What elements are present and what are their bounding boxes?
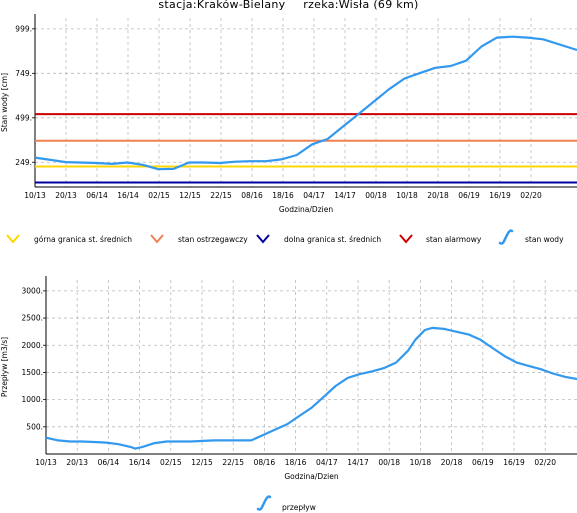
y-tick-label: 3000. (22, 286, 43, 295)
legend-icon (150, 234, 164, 244)
x-tick-label: 06/19 (472, 458, 494, 467)
y-tick-label: 999. (15, 24, 32, 33)
series-line (45, 326, 577, 450)
series-line (34, 35, 577, 171)
legend-icon (256, 495, 272, 511)
x-tick-label: 06/14 (98, 458, 120, 467)
x-tick-label: 10/13 (24, 191, 46, 200)
x-tick-label: 00/18 (378, 458, 400, 467)
water-level-chart: 10/13 20/13 06/14 16/14 02/15 12/15 22/15 08/16… (0, 14, 577, 245)
x-tick-label: 20/18 (427, 191, 449, 200)
x-tick-label: 06/14 (86, 191, 108, 200)
x-tick-label: 02/20 (520, 191, 542, 200)
x-tick-label: 20/18 (441, 458, 463, 467)
y-tick-label: 499. (15, 113, 32, 122)
y-axis-label: Przepływ [m3/s] (0, 337, 9, 397)
flow-chart: 10/13 20/13 06/14 16/14 02/15 12/15 22/15 08/16… (0, 276, 577, 512)
x-tick-label: 08/16 (254, 458, 276, 467)
x-tick-label: 12/15 (191, 458, 213, 467)
x-tick-label: 10/18 (396, 191, 418, 200)
station-name: stacja:Kraków-Bielany (158, 0, 286, 11)
y-tick-label: 749. (15, 69, 32, 78)
x-tick-label: 12/15 (179, 191, 201, 200)
x-tick-label: 16/14 (129, 458, 151, 467)
y-tick-label: 1500. (22, 368, 43, 377)
x-axis-label: Godzina/Dzien (284, 472, 338, 481)
y-tick-label: 1000. (22, 395, 43, 404)
legend-label: stan ostrzegawczy (178, 235, 248, 244)
x-tick-label: 14/17 (347, 458, 369, 467)
x-tick-label: 00/18 (365, 191, 387, 200)
legend-label: górna granica st. średnich (34, 235, 132, 244)
legend-icon (498, 229, 514, 245)
x-tick-label: 16/19 (503, 458, 525, 467)
x-tick-label: 06/19 (458, 191, 480, 200)
x-tick-label: 10/13 (35, 458, 57, 467)
legend-label: przepływ (282, 503, 316, 512)
x-tick-label: 08/16 (241, 191, 263, 200)
x-tick-label: 22/15 (210, 191, 232, 200)
x-tick-label: 22/15 (222, 458, 244, 467)
legend-label: dolna granica st. średnich (284, 235, 381, 244)
legend-icon (399, 234, 413, 244)
y-tick-label: 2500. (22, 314, 43, 323)
legend-icon (256, 234, 270, 244)
river-name: rzeka:Wisła (69 km) (303, 0, 419, 11)
x-tick-label: 02/15 (148, 191, 170, 200)
x-tick-label: 16/14 (117, 191, 139, 200)
x-tick-label: 04/17 (316, 458, 338, 467)
x-tick-label: 02/20 (534, 458, 556, 467)
y-tick-label: 2000. (22, 341, 43, 350)
legend-icon (6, 234, 20, 244)
x-tick-label: 20/13 (55, 191, 77, 200)
y-tick-label: 249. (15, 158, 32, 167)
legend-label: stan alarmowy (426, 235, 482, 244)
x-tick-label: 16/19 (489, 191, 511, 200)
legend-label: stan wody (525, 235, 564, 244)
x-axis-label: Godzina/Dzien (279, 205, 333, 214)
x-tick-label: 04/17 (303, 191, 325, 200)
station-header: stacja:Kraków-Bielany rzeka:Wisła (69 km… (0, 0, 577, 11)
x-tick-label: 14/17 (334, 191, 356, 200)
x-tick-label: 02/15 (160, 458, 182, 467)
x-tick-label: 18/16 (285, 458, 307, 467)
x-tick-label: 20/13 (66, 458, 88, 467)
x-tick-label: 10/18 (410, 458, 432, 467)
x-tick-label: 18/16 (272, 191, 294, 200)
y-axis-label: Stan wody [cm] (0, 73, 9, 132)
y-tick-label: 500. (26, 422, 43, 431)
